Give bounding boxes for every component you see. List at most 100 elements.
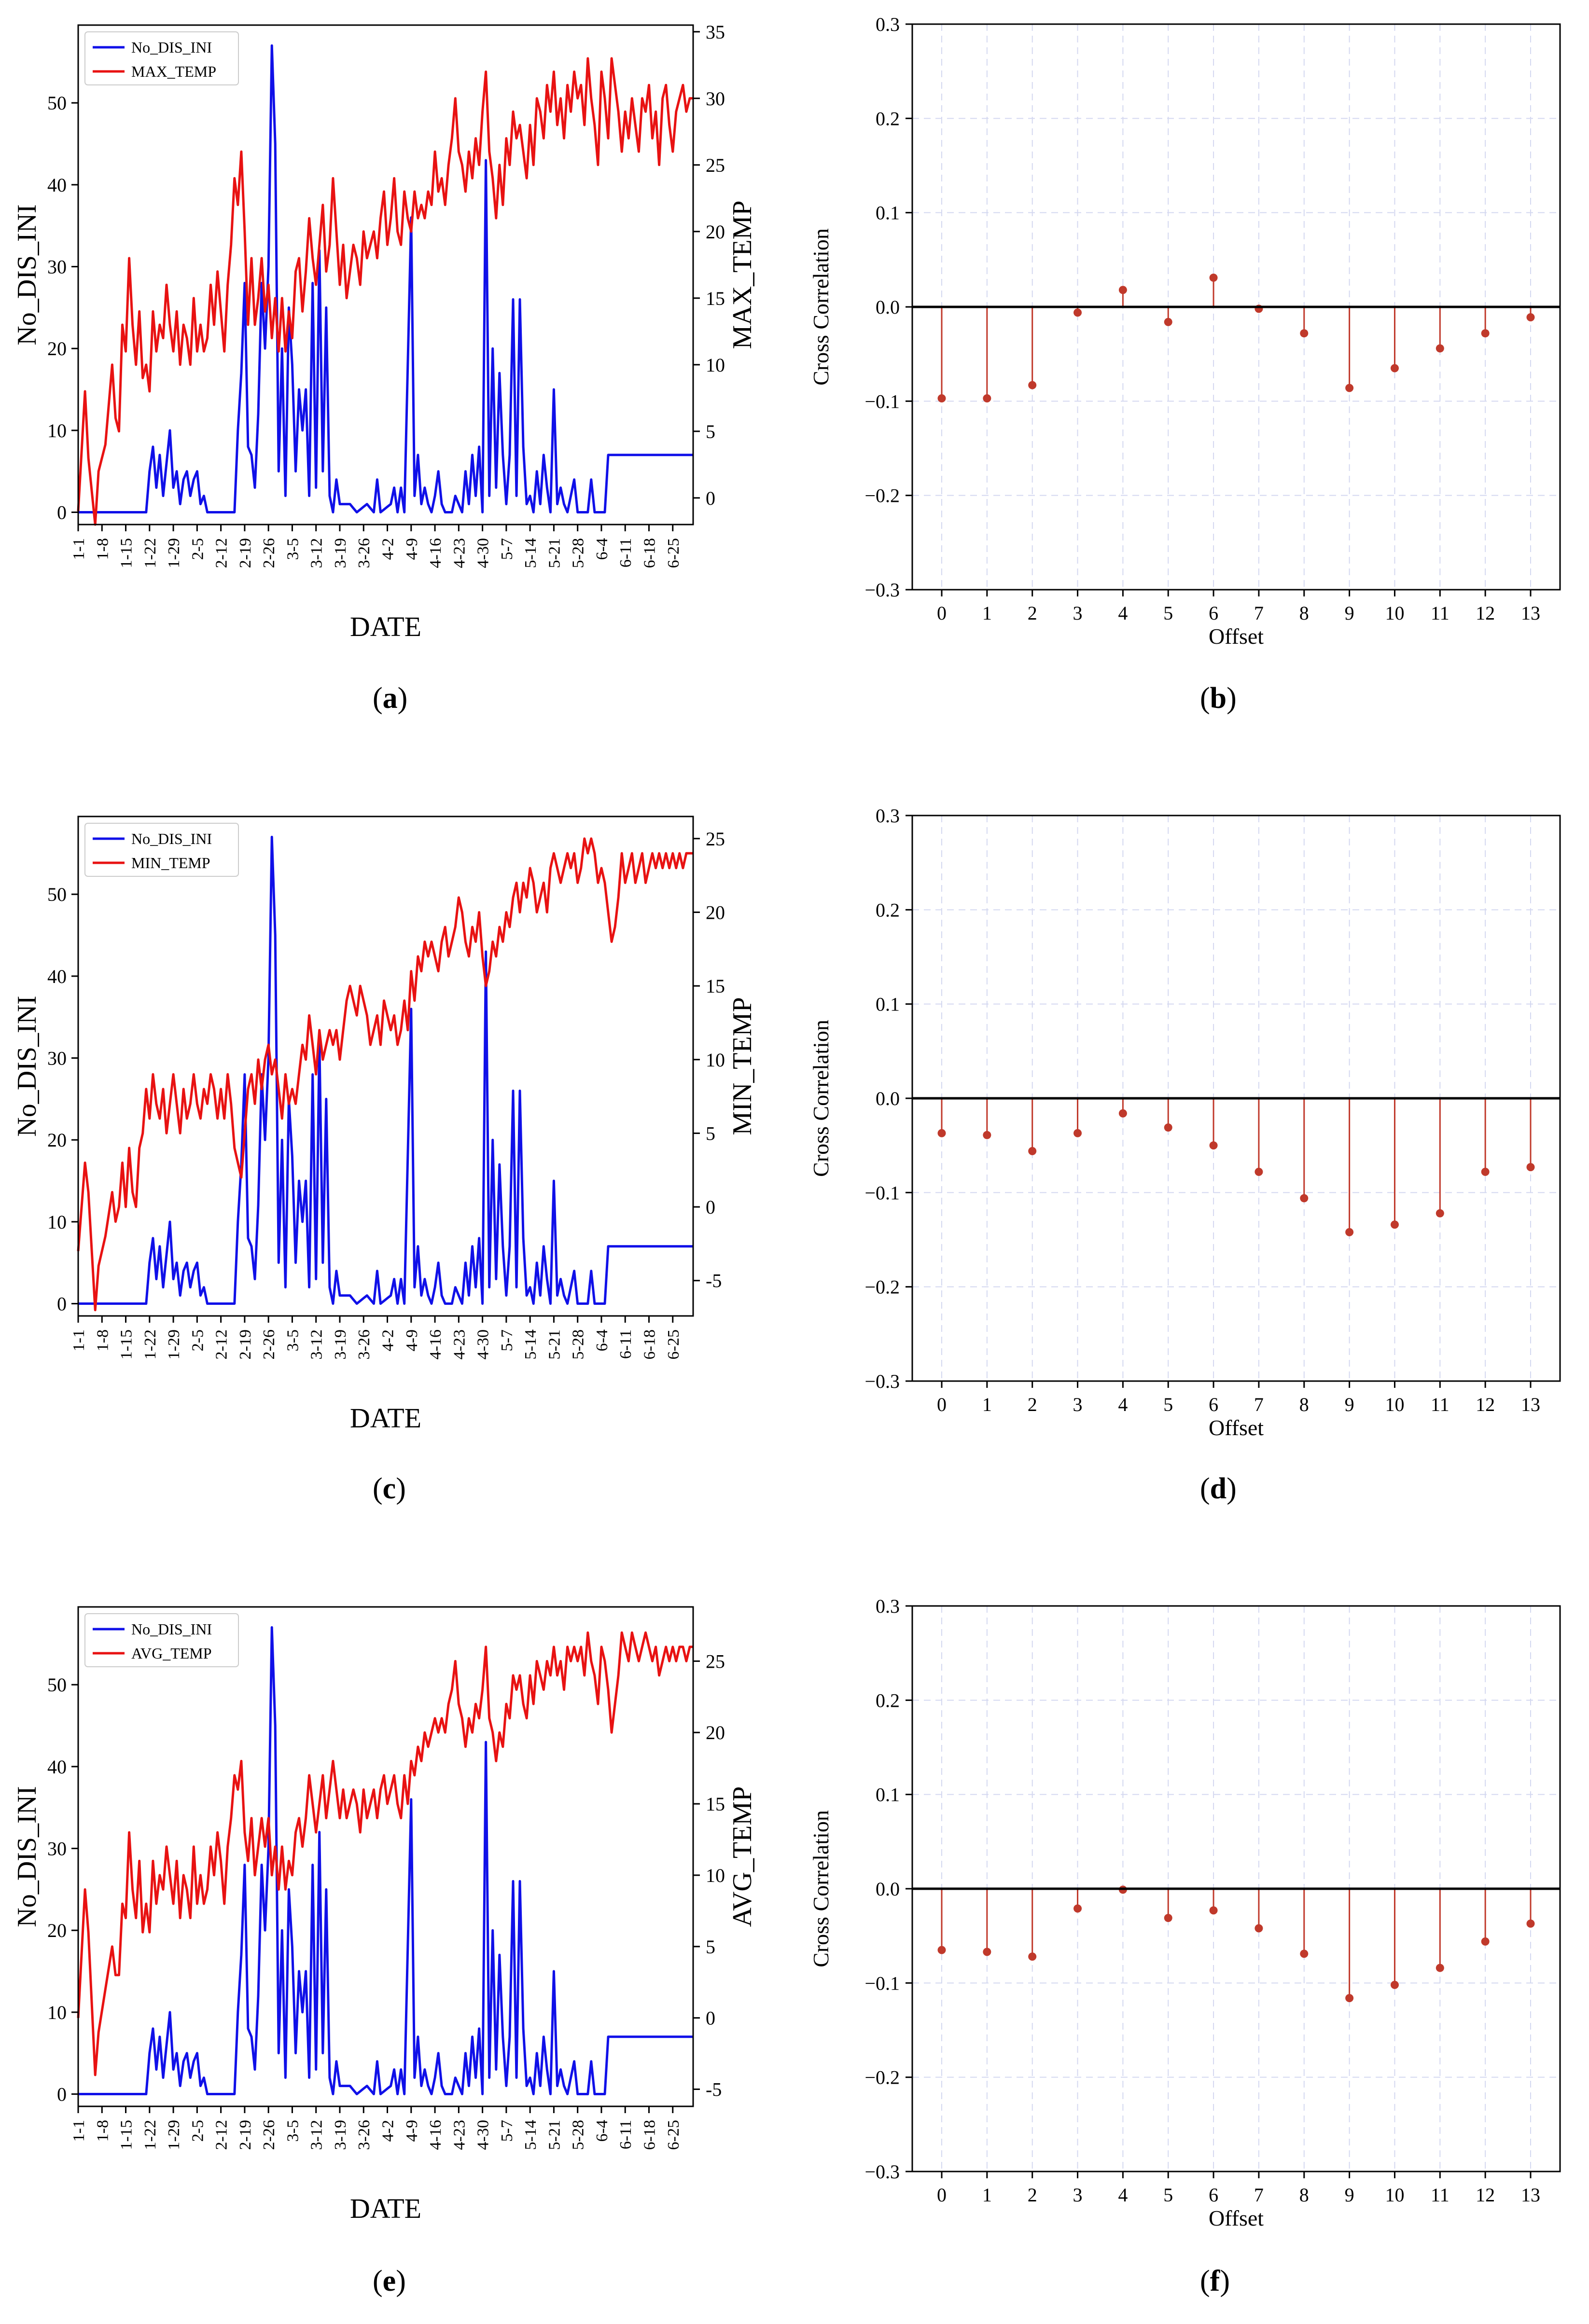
left-y-tick-label: 50 [47, 884, 67, 905]
stem-marker [1254, 1167, 1263, 1176]
stem-marker [1481, 1167, 1490, 1176]
x-axis-title: DATE [350, 611, 421, 642]
y-tick-label: 0.1 [876, 202, 900, 224]
right-y-tick-label: -5 [706, 2079, 722, 2101]
x-tick-label: 5-7 [498, 1329, 516, 1351]
x-tick-label: 2-5 [189, 538, 207, 560]
stem-marker [1526, 1919, 1535, 1928]
stem-marker [1254, 1924, 1263, 1933]
x-tick-label: 5-21 [545, 2120, 563, 2150]
x-tick-label: 3-5 [284, 1329, 302, 1351]
y-tick-label: 0.0 [876, 296, 900, 318]
y-tick-label: 0.2 [876, 1689, 900, 1711]
x-tick-label: 4-16 [427, 2120, 445, 2150]
left-y-axis-title: No_DIS_INI [12, 204, 42, 345]
stem-marker [1073, 308, 1082, 317]
y-tick-label: 0.1 [876, 994, 900, 1015]
x-tick-label: 4-2 [379, 538, 397, 560]
right-y-tick-label: 20 [706, 1722, 725, 1743]
x-tick-label: 10 [1385, 1394, 1404, 1415]
x-tick-label: 3-19 [332, 538, 349, 568]
y-tick-label: 0.1 [876, 1784, 900, 1806]
x-tick-label: 10 [1385, 602, 1404, 624]
x-tick-label: 5-7 [498, 538, 516, 560]
left-y-tick-label: 10 [47, 1211, 67, 1233]
x-tick-label: 3-5 [284, 2120, 302, 2142]
x-tick-label: 10 [1385, 2184, 1404, 2206]
right-y-tick-label: 5 [706, 1122, 715, 1144]
x-tick-label: 2-26 [260, 2120, 278, 2150]
x-tick-label: 6-18 [641, 538, 658, 568]
x-tick-label: 2-19 [237, 538, 254, 568]
x-tick-label: 4-2 [379, 2120, 397, 2142]
right-y-tick-label: 25 [706, 828, 725, 850]
stem-marker [1028, 1147, 1037, 1155]
x-tick-label: 1-15 [118, 1329, 136, 1359]
x-tick-label: 5 [1163, 602, 1173, 624]
stem-marker [1073, 1904, 1082, 1913]
x-tick-label: 6-4 [593, 538, 611, 560]
y-axis-title: Cross Correlation [808, 1020, 833, 1177]
plot-frame [77, 24, 694, 526]
y-tick-label: 0.0 [876, 1878, 900, 1900]
left-y-tick-label: 0 [57, 502, 67, 524]
panel-label-c: (c) [373, 1472, 406, 1505]
x-tick-label: 3-5 [284, 538, 302, 560]
x-tick-label: 4-23 [450, 538, 468, 568]
legend-temp-label: MIN_TEMP [131, 854, 210, 872]
right-y-tick-label: 35 [706, 21, 725, 43]
x-tick-label: 3 [1073, 602, 1083, 624]
panel-label-a: (a) [373, 682, 408, 715]
x-tick-label: 6-11 [617, 538, 635, 567]
cross-correlation-chart-d: 0.30.20.10.0−0.1−0.2−0.30 1 2 3 4 5 6 7 8 9 10 11 12… [808, 805, 1561, 1440]
x-tick-label: 4-2 [379, 1329, 397, 1351]
y-axis-title: Cross Correlation [808, 228, 833, 386]
x-tick-label: 5-7 [498, 2120, 516, 2142]
x-tick-label: 1-22 [141, 538, 159, 568]
x-tick-label: 5 [1163, 1394, 1173, 1415]
x-tick-label: 6-11 [617, 1329, 635, 1359]
y-tick-label: 0.3 [876, 1595, 900, 1617]
left-y-tick-label: 0 [57, 1293, 67, 1315]
x-tick-label: 12 [1476, 1394, 1495, 1415]
x-tick-label: 3-12 [308, 2120, 326, 2150]
y-tick-label: −0.3 [864, 2161, 900, 2183]
stem-marker [1345, 1228, 1354, 1236]
x-tick-label: 2-12 [213, 538, 231, 568]
x-axis-title: DATE [350, 2193, 421, 2224]
right-y-tick-label: 20 [706, 901, 725, 923]
y-tick-label: −0.1 [864, 390, 900, 412]
x-tick-label: 6-11 [617, 2120, 635, 2149]
x-tick-label: 1-8 [94, 1329, 112, 1351]
right-y-tick-label: 25 [706, 1650, 725, 1672]
x-axis-title: Offset [1209, 2206, 1264, 2230]
x-tick-label: 1 [982, 2184, 992, 2206]
x-tick-label: 5-14 [522, 1329, 540, 1359]
x-tick-label: 7 [1254, 1394, 1264, 1415]
x-tick-label: 3-19 [332, 2120, 349, 2150]
left-y-tick-label: 30 [47, 1048, 67, 1069]
y-tick-label: −0.2 [864, 485, 900, 507]
stem-marker [1526, 1163, 1535, 1172]
left-y-tick-label: 50 [47, 1674, 67, 1696]
stem-marker [1073, 1129, 1082, 1137]
x-tick-label: 6-4 [593, 2120, 611, 2142]
x-tick-label: 1-29 [165, 2120, 183, 2150]
panel-label-f: (f) [1200, 2265, 1230, 2297]
x-tick-label: 5-28 [570, 538, 587, 568]
x-tick-label: 8 [1299, 2184, 1309, 2206]
x-tick-label: 4-9 [403, 2120, 421, 2142]
stem-marker [1436, 1964, 1444, 1972]
x-tick-label: 5-28 [570, 2120, 587, 2150]
stem-marker [937, 394, 946, 402]
stem-marker [1118, 1109, 1127, 1118]
right-y-tick-label: 20 [706, 221, 725, 243]
legend-temp-label: AVG_TEMP [131, 1645, 212, 1662]
x-tick-label: 6 [1209, 2184, 1218, 2206]
stem-marker [1390, 1980, 1399, 1989]
x-tick-label: 5-28 [570, 1329, 587, 1359]
x-tick-label: 2-5 [189, 1329, 207, 1351]
stem-marker [1390, 1220, 1399, 1229]
stem-marker [1436, 344, 1444, 353]
x-tick-label: 6-25 [665, 2120, 683, 2150]
